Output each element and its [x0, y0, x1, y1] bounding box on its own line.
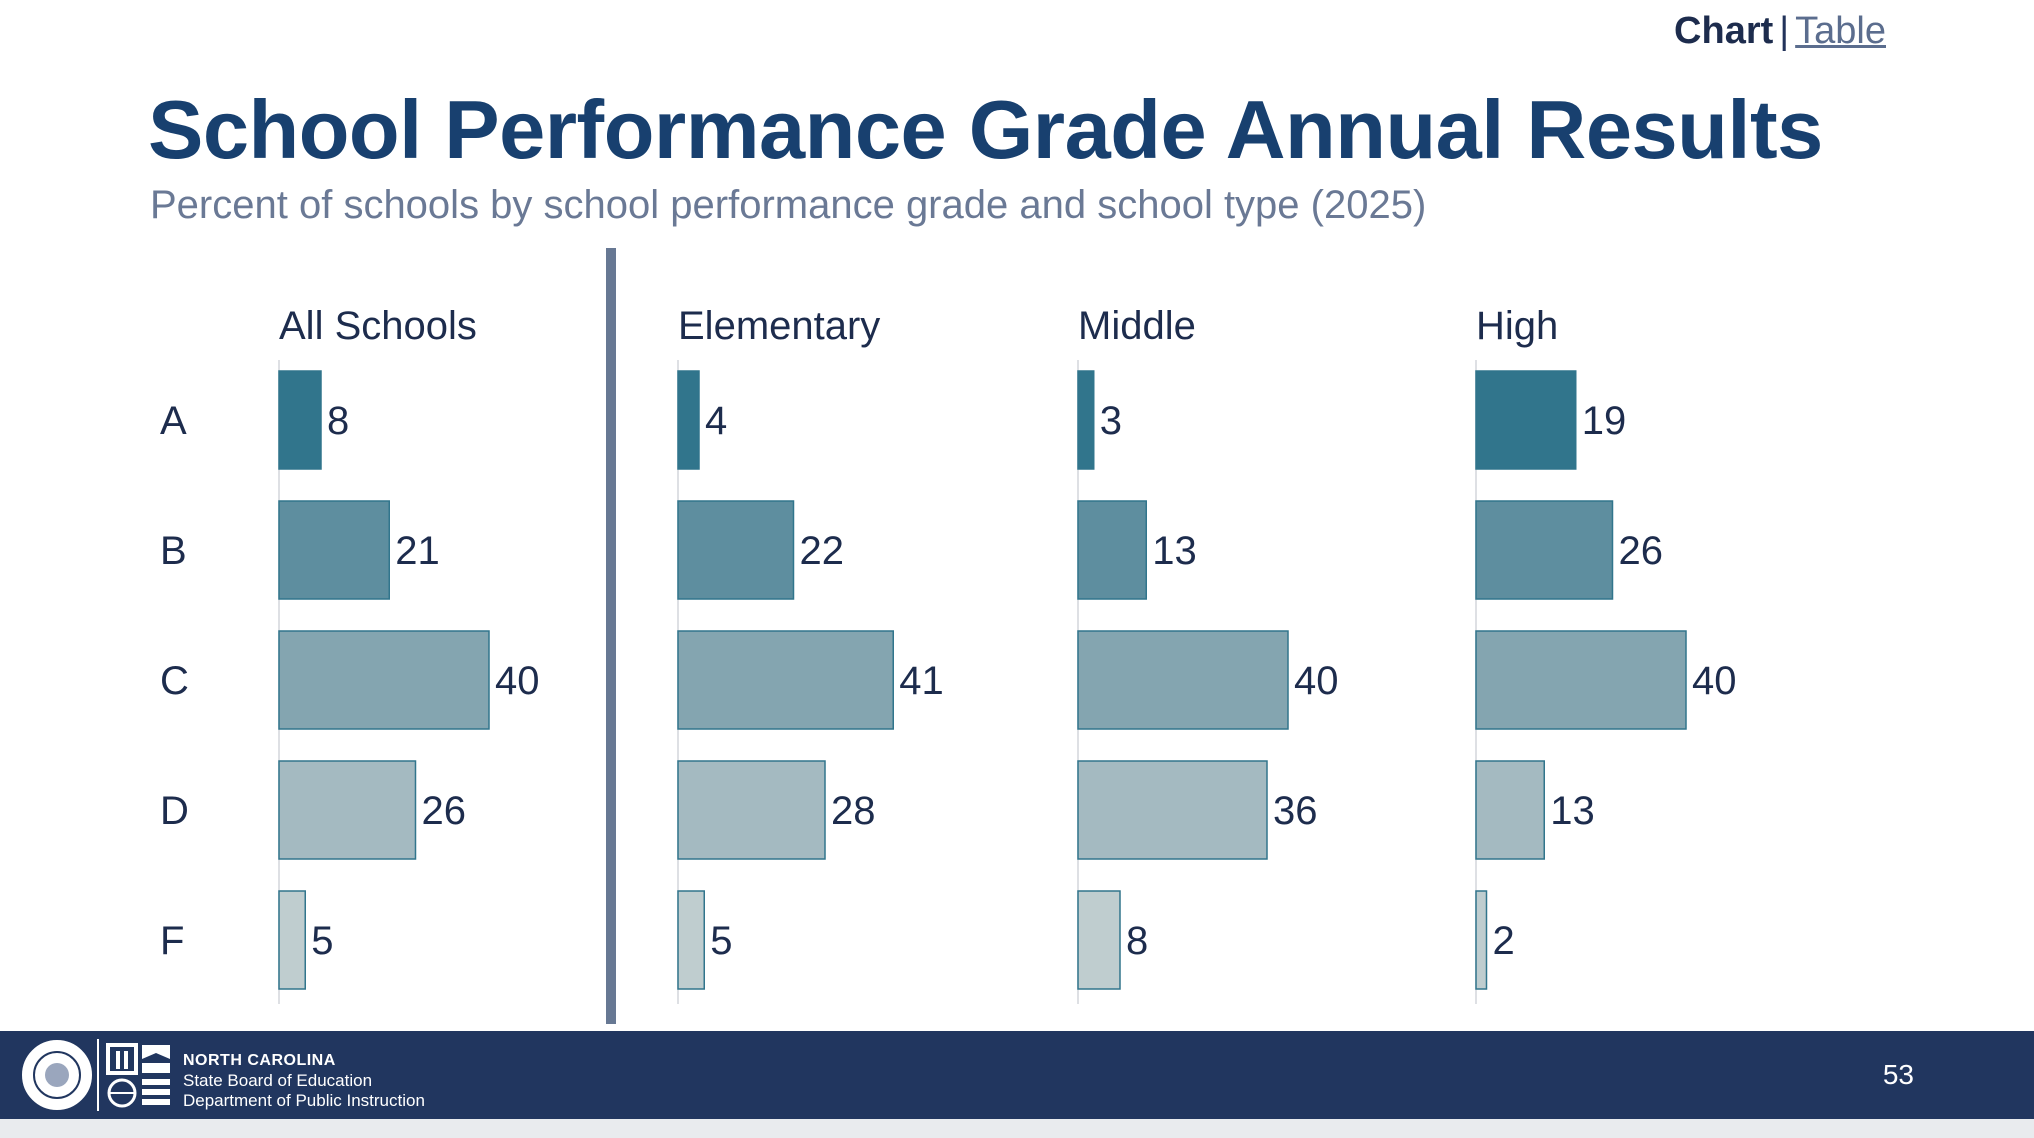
data-label-elementary-d: 28	[831, 789, 876, 833]
bar-elementary-b	[677, 500, 795, 600]
page-title: School Performance Grade Annual Results	[148, 83, 1823, 176]
category-label-c: C	[160, 659, 189, 703]
data-label-middle-f: 8	[1126, 919, 1148, 963]
data-label-middle-d: 36	[1273, 789, 1318, 833]
data-label-high-d: 13	[1550, 789, 1595, 833]
bar-elementary-d	[677, 760, 826, 860]
category-label-d: D	[160, 789, 189, 833]
category-label-b: B	[160, 529, 187, 573]
data-label-middle-a: 3	[1100, 399, 1122, 443]
data-label-high-b: 26	[1619, 529, 1664, 573]
panel-divider	[606, 248, 616, 1024]
dpi-logo-icon	[106, 1043, 170, 1108]
page-number: 53	[1882, 1059, 1914, 1090]
data-label-elementary-a: 4	[705, 399, 727, 443]
data-label-high-f: 2	[1493, 919, 1515, 963]
data-label-all-schools-b: 21	[395, 529, 440, 573]
category-label-a: A	[160, 399, 187, 443]
state-board-seal-icon	[22, 1040, 92, 1110]
data-label-all-schools-a: 8	[327, 399, 349, 443]
bar-middle-d	[1077, 760, 1268, 860]
table-view-link[interactable]: Table	[1795, 10, 1886, 52]
data-label-all-schools-c: 40	[495, 659, 540, 703]
org-line-1: NORTH CAROLINA	[183, 1052, 336, 1069]
panel-title-all-schools: All Schools	[279, 304, 477, 348]
bar-high-a	[1475, 370, 1577, 470]
bar-middle-b	[1077, 500, 1147, 600]
bar-all-schools-f	[278, 890, 306, 990]
data-label-middle-b: 13	[1152, 529, 1197, 573]
grade-bar-chart: A B C D F All Schools 8 21 40 26 5 Elementary 4 22 41 2…	[160, 248, 1737, 1024]
footer-divider	[97, 1039, 99, 1111]
data-label-all-schools-f: 5	[311, 919, 333, 963]
chart-view-link[interactable]: Chart	[1674, 10, 1774, 52]
bar-middle-a	[1077, 370, 1095, 470]
data-label-middle-c: 40	[1294, 659, 1339, 703]
data-label-elementary-b: 22	[800, 529, 845, 573]
panel-title-high: High	[1476, 304, 1558, 348]
bar-all-schools-b	[278, 500, 390, 600]
bar-all-schools-a	[278, 370, 322, 470]
bar-elementary-f	[677, 890, 705, 990]
view-toggle: Chart | Table	[1674, 10, 1886, 53]
panel-title-middle: Middle	[1078, 304, 1196, 348]
org-line-2: State Board of Education	[183, 1071, 373, 1090]
bar-all-schools-d	[278, 760, 417, 860]
footer-strip	[0, 1119, 2034, 1138]
category-label-f: F	[160, 919, 184, 963]
panel-title-elementary: Elementary	[678, 304, 880, 348]
bar-elementary-a	[677, 370, 700, 470]
data-label-elementary-c: 41	[899, 659, 944, 703]
data-label-high-a: 19	[1582, 399, 1627, 443]
footer-bar: NORTH CAROLINA State Board of Education …	[0, 1031, 2034, 1119]
bar-high-c	[1475, 630, 1687, 730]
bar-elementary-c	[677, 630, 894, 730]
organization-name: NORTH CAROLINA State Board of Education …	[183, 1051, 425, 1111]
data-label-high-c: 40	[1692, 659, 1737, 703]
bar-high-f	[1475, 890, 1488, 990]
page-subtitle: Percent of schools by school performance…	[150, 183, 1427, 227]
bar-all-schools-c	[278, 630, 490, 730]
org-line-3: Department of Public Instruction	[183, 1091, 425, 1110]
bar-middle-c	[1077, 630, 1289, 730]
data-label-elementary-f: 5	[710, 919, 732, 963]
bar-middle-f	[1077, 890, 1121, 990]
data-label-all-schools-d: 26	[422, 789, 467, 833]
nav-separator: |	[1779, 10, 1790, 52]
bar-high-b	[1475, 500, 1614, 600]
bar-high-d	[1475, 760, 1545, 860]
